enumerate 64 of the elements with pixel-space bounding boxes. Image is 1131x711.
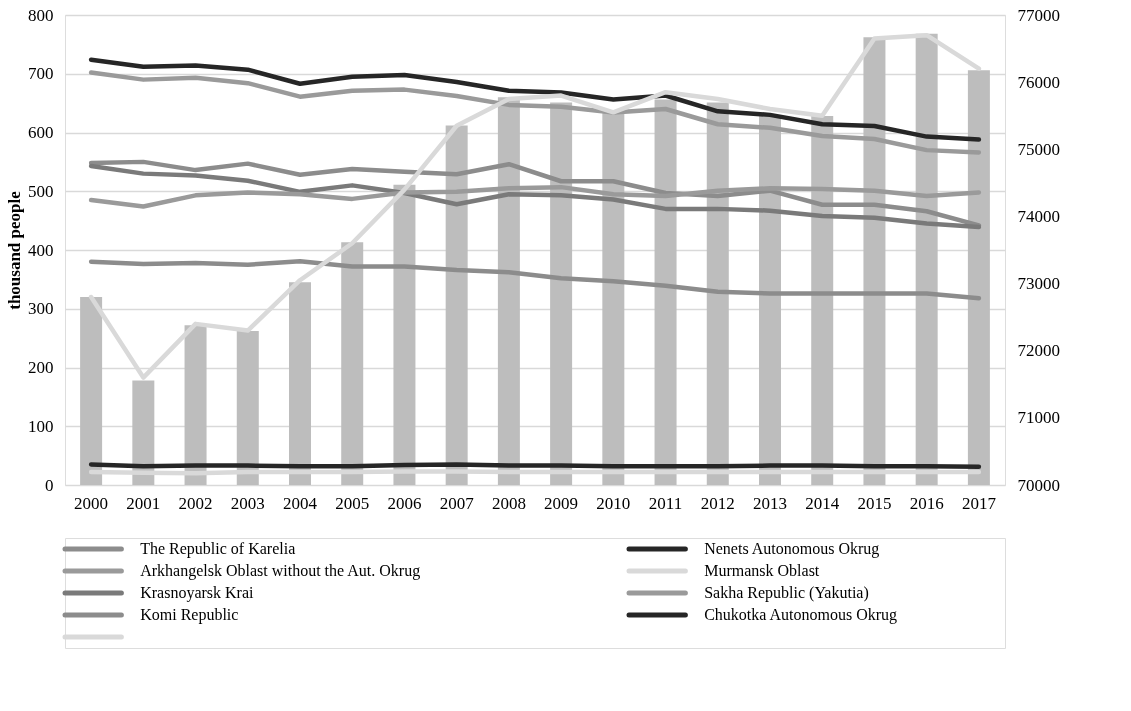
- bar: [80, 297, 103, 485]
- legend-label: Murmansk Oblast: [704, 562, 820, 579]
- x-tick-label: 2008: [491, 493, 526, 513]
- x-tick-label: 2004: [283, 493, 318, 513]
- y-axis-title: thousand people: [5, 190, 24, 310]
- y-tick-label: 300: [28, 299, 54, 319]
- x-tick-label: 2016: [909, 493, 944, 513]
- y-tick-label: 200: [28, 358, 54, 377]
- x-tick-label: 2010: [596, 493, 631, 513]
- bar: [132, 380, 155, 485]
- x-tick-label: 2012: [700, 493, 735, 513]
- bar: [654, 99, 677, 485]
- y-tick-label: 400: [28, 240, 54, 260]
- bar: [184, 325, 207, 485]
- line-series: [88, 57, 982, 142]
- x-tick-label: 2013: [753, 493, 787, 513]
- x-tick-label: 2007: [439, 493, 475, 513]
- y-tick-label: 100: [28, 416, 54, 436]
- x-tick-label: 2003: [230, 493, 265, 513]
- y-tick-label: 0: [45, 475, 54, 495]
- bar: [236, 331, 259, 485]
- x-tick-label: 2009: [544, 493, 579, 513]
- bar: [706, 102, 729, 485]
- x-tick-label: 2015: [857, 493, 892, 513]
- legend-label: Chukotka Autonomous Okrug: [704, 606, 898, 624]
- y-tick-label: 800: [28, 5, 54, 25]
- y2-tick-label: 76000: [1017, 72, 1060, 92]
- x-tick-label: 2014: [805, 493, 840, 513]
- bar: [967, 70, 990, 485]
- bar: [393, 184, 416, 485]
- bar: [497, 97, 520, 485]
- legend-label: The Republic of Karelia: [140, 540, 296, 558]
- x-tick-label: 2017: [961, 493, 997, 513]
- x-tick-label: 2006: [387, 493, 422, 513]
- bar: [289, 282, 311, 485]
- legend-label: Sakha Republic (Yakutia): [704, 584, 869, 602]
- bar: [759, 116, 781, 485]
- y-tick-label: 600: [28, 123, 54, 142]
- line-series: [88, 184, 982, 209]
- legend-label: Krasnoyarsk Krai: [140, 584, 255, 602]
- y2-tick-label: 74000: [1017, 206, 1060, 226]
- bar: [863, 37, 886, 485]
- x-tick-label: 2000: [74, 493, 109, 513]
- x-tick-label: 2011: [648, 493, 683, 513]
- line-series: [88, 70, 982, 155]
- bar: [915, 33, 938, 485]
- x-tick-label: 2002: [178, 493, 213, 513]
- y2-tick-label: 77000: [1017, 5, 1060, 25]
- y-tick-label: 500: [28, 181, 54, 201]
- x-tick-label: 2005: [335, 493, 370, 513]
- y-tick-label: 700: [28, 64, 54, 84]
- y2-tick-label: 75000: [1017, 139, 1060, 159]
- x-tick-label: 2001: [126, 493, 161, 513]
- y2-tick-label: 71000: [1017, 408, 1060, 428]
- legend-label: Nenets Autonomous Okrug: [704, 540, 880, 558]
- line-series: [88, 258, 982, 301]
- y2-tick-label: 73000: [1017, 274, 1060, 294]
- y2-tick-label: 72000: [1017, 341, 1060, 361]
- bar: [811, 116, 834, 485]
- bar: [602, 112, 625, 485]
- legend-label: Komi Republic: [140, 606, 239, 624]
- legend-label: Arkhangelsk Oblast without the Aut. Okrug: [140, 562, 421, 580]
- y2-tick-label: 70000: [1017, 475, 1060, 495]
- bar: [341, 242, 364, 485]
